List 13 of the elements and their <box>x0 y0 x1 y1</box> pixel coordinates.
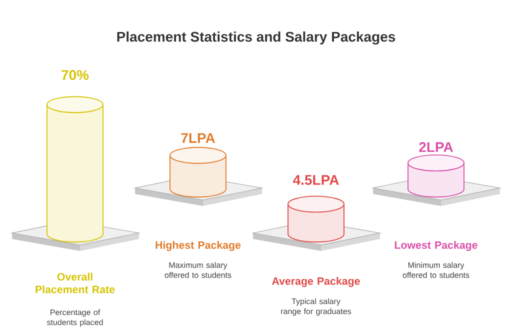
data-label: 2LPA <box>419 142 453 152</box>
text: Placement Statistics and Salary Packages <box>117 31 396 44</box>
data-label: 70% <box>62 70 89 80</box>
text: Percentage of students placed <box>46 309 103 327</box>
text: Minimum salary offered to students <box>402 262 470 278</box>
text: Maximum salary offered to students <box>164 262 232 278</box>
data-label: 4.5LPA <box>292 175 339 185</box>
category-label: Average Package <box>272 276 360 287</box>
category-label: Lowest Package <box>394 240 478 251</box>
category-label: Overall Placement Rate <box>36 272 115 294</box>
data-label: 7LPA <box>181 133 215 143</box>
category-label: Highest Package <box>156 240 241 251</box>
text: Typical salary range for graduates <box>281 298 352 316</box>
